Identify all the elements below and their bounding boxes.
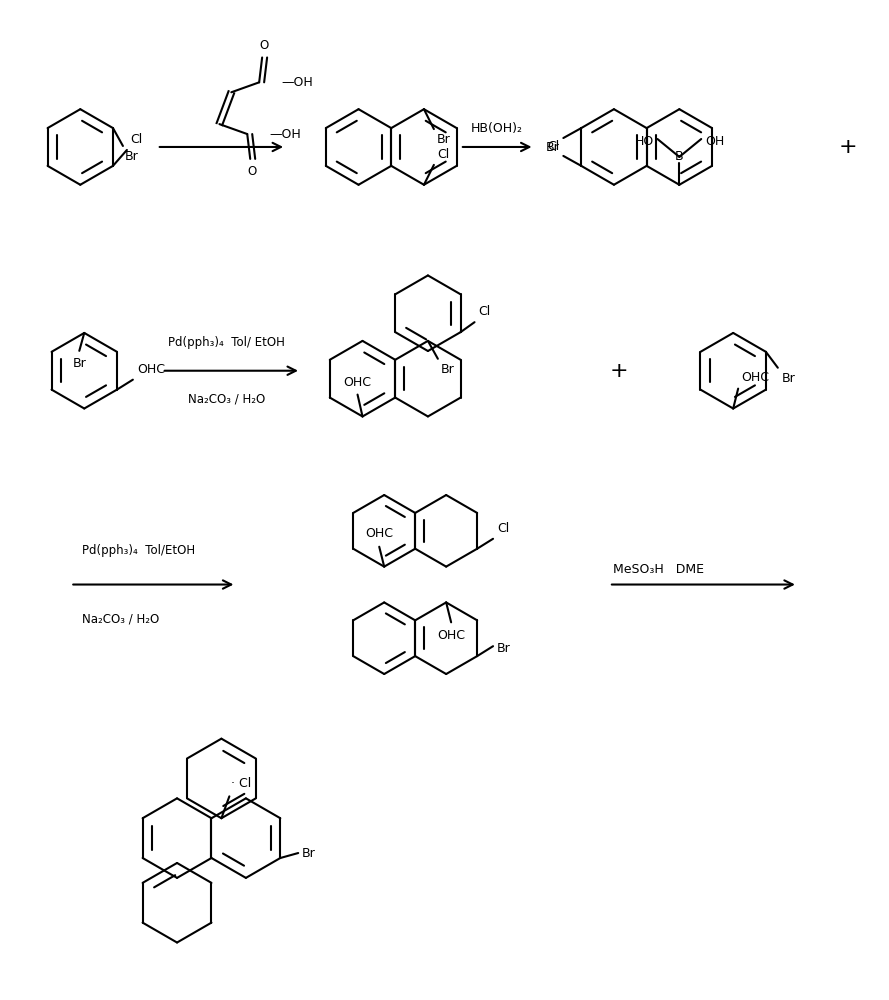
Text: Pd(pph₃)₄  Tol/EtOH: Pd(pph₃)₄ Tol/EtOH	[83, 544, 196, 557]
Text: Br: Br	[441, 363, 454, 376]
Text: HO: HO	[634, 135, 653, 148]
Text: O: O	[247, 165, 257, 178]
Text: OHC: OHC	[343, 376, 372, 389]
Text: OHC: OHC	[741, 371, 769, 384]
Text: OH: OH	[705, 135, 725, 148]
Text: Na₂CO₃ / H₂O: Na₂CO₃ / H₂O	[188, 393, 265, 406]
Text: MeSO₃H   DME: MeSO₃H DME	[613, 563, 704, 576]
Text: Cl: Cl	[497, 522, 509, 535]
Text: HB(OH)₂: HB(OH)₂	[470, 122, 523, 135]
Text: Br: Br	[436, 133, 451, 146]
Text: Br: Br	[72, 357, 86, 370]
Text: Pd(pph₃)₄  Tol/ EtOH: Pd(pph₃)₄ Tol/ EtOH	[168, 336, 284, 349]
Text: OHC: OHC	[437, 629, 465, 642]
Text: Br: Br	[781, 372, 796, 385]
Text: · Cl: · Cl	[231, 777, 252, 790]
Text: OHC: OHC	[137, 363, 164, 376]
Text: Cl: Cl	[478, 305, 491, 318]
Text: —OH: —OH	[269, 128, 300, 141]
Text: Br: Br	[302, 847, 316, 860]
Text: Na₂CO₃ / H₂O: Na₂CO₃ / H₂O	[83, 612, 159, 625]
Text: O: O	[260, 39, 268, 52]
Text: OHC: OHC	[365, 527, 393, 540]
Text: B: B	[675, 150, 684, 163]
Text: Br: Br	[497, 642, 511, 655]
Text: +: +	[610, 361, 629, 381]
Text: Cl: Cl	[436, 148, 449, 161]
Text: +: +	[838, 137, 857, 157]
Text: Br: Br	[546, 141, 559, 154]
Text: Cl: Cl	[547, 140, 559, 153]
Text: Cl: Cl	[130, 133, 142, 146]
Text: —OH: —OH	[281, 76, 313, 89]
Text: Br: Br	[125, 150, 139, 163]
